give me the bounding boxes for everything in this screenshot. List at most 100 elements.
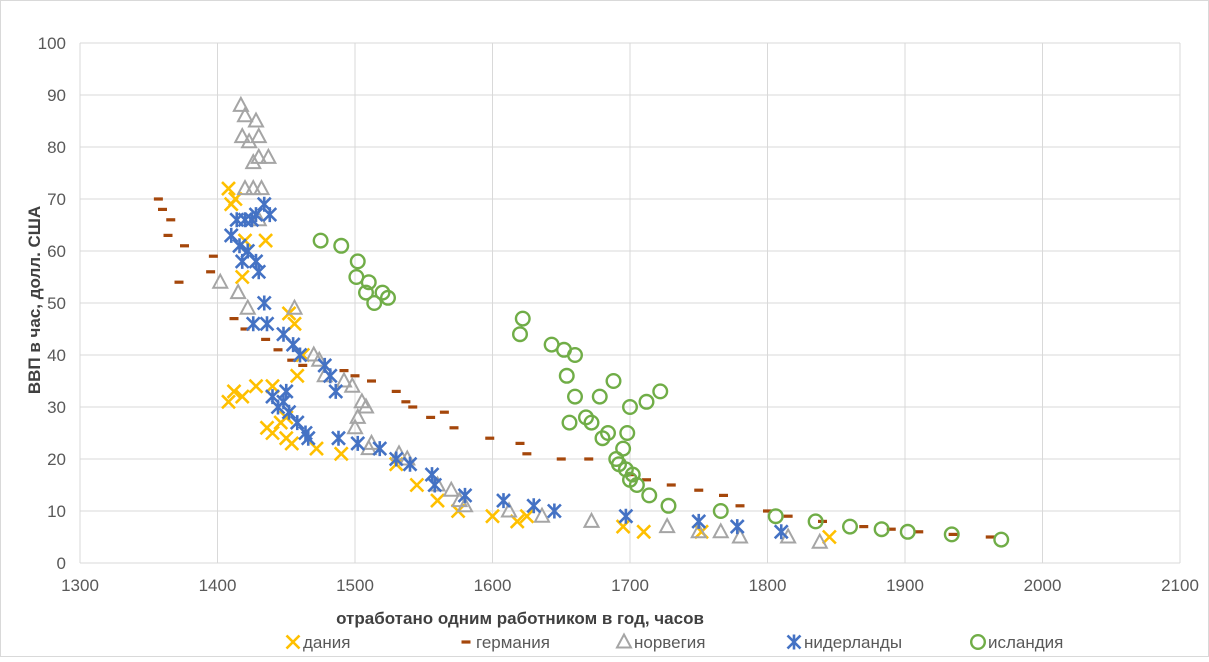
data-point bbox=[229, 317, 239, 321]
data-point bbox=[285, 298, 304, 315]
data-point bbox=[380, 289, 397, 306]
data-point bbox=[239, 298, 257, 315]
x-tick-label: 1700 bbox=[611, 576, 649, 595]
data-point bbox=[234, 389, 250, 405]
data-point bbox=[358, 284, 375, 301]
data-point bbox=[409, 477, 425, 493]
data-point bbox=[442, 480, 460, 497]
data-point bbox=[252, 178, 271, 196]
tick-labels: 0 10 20 30 40 50 60 70 80 90 100 1300 1400 1500 1600 17… bbox=[38, 34, 1199, 595]
data-point bbox=[641, 487, 658, 504]
data-point bbox=[556, 457, 566, 461]
data-point bbox=[289, 368, 305, 384]
data-point bbox=[522, 452, 532, 456]
data-point bbox=[578, 409, 595, 426]
data-point bbox=[211, 272, 229, 289]
data-point bbox=[811, 532, 829, 549]
data-point bbox=[278, 430, 294, 446]
x-tick-label: 1600 bbox=[474, 576, 512, 595]
data-point bbox=[622, 399, 639, 416]
data-point bbox=[594, 430, 611, 447]
data-point bbox=[305, 345, 323, 362]
data-point bbox=[333, 446, 349, 462]
data-point bbox=[450, 490, 469, 508]
data-point bbox=[333, 237, 350, 254]
data-point bbox=[449, 426, 459, 430]
data-point bbox=[533, 506, 551, 523]
data-point bbox=[886, 527, 896, 531]
data-point bbox=[226, 383, 242, 399]
data-point bbox=[309, 441, 324, 457]
legend-label: дания bbox=[303, 633, 350, 652]
data-point bbox=[783, 514, 793, 518]
data-point bbox=[158, 207, 167, 211]
data-point bbox=[278, 383, 294, 399]
data-point bbox=[229, 282, 247, 300]
y-tick-label: 40 bbox=[47, 346, 66, 365]
data-point bbox=[500, 501, 518, 518]
data-point bbox=[426, 415, 436, 419]
data-point bbox=[496, 493, 511, 509]
data-point bbox=[350, 435, 366, 451]
data-point bbox=[424, 467, 440, 483]
data-point bbox=[174, 280, 184, 284]
data-point bbox=[636, 524, 652, 540]
data-point bbox=[247, 111, 265, 128]
y-tick-label: 100 bbox=[38, 34, 66, 53]
data-point bbox=[948, 532, 958, 536]
data-point bbox=[457, 487, 473, 503]
data-point bbox=[287, 358, 297, 362]
data-point bbox=[322, 368, 338, 384]
data-point bbox=[763, 509, 772, 513]
data-point bbox=[485, 436, 495, 440]
data-point bbox=[619, 425, 636, 442]
data-point bbox=[729, 519, 745, 535]
data-point bbox=[514, 310, 531, 327]
data-point bbox=[331, 430, 346, 446]
legend-marker bbox=[285, 634, 301, 650]
data-point bbox=[236, 106, 254, 123]
legend: дания германия норвегия нидерланды исландия bbox=[285, 632, 1063, 652]
legend-marker bbox=[970, 634, 987, 651]
data-point bbox=[767, 508, 784, 525]
data-point bbox=[232, 95, 250, 112]
data-point bbox=[346, 418, 364, 435]
data-point bbox=[366, 295, 383, 312]
data-point bbox=[628, 477, 645, 494]
data-point bbox=[258, 233, 274, 249]
legend-label: норвегия bbox=[634, 633, 706, 652]
series-dash bbox=[153, 197, 995, 539]
data-point bbox=[561, 414, 578, 431]
data-point bbox=[408, 405, 418, 409]
data-point bbox=[262, 207, 278, 223]
data-point bbox=[821, 529, 837, 545]
data-point bbox=[638, 393, 655, 410]
data-point bbox=[339, 369, 349, 373]
x-tick-label: 1800 bbox=[749, 576, 787, 595]
data-point bbox=[605, 373, 622, 390]
data-point bbox=[349, 407, 367, 424]
data-point bbox=[240, 243, 256, 259]
data-point bbox=[439, 410, 449, 414]
data-point bbox=[250, 126, 268, 144]
y-tick-label: 0 bbox=[57, 554, 66, 573]
data-point bbox=[248, 253, 264, 269]
data-point bbox=[240, 327, 250, 331]
data-point bbox=[163, 233, 173, 237]
data-point bbox=[357, 397, 375, 414]
data-point bbox=[658, 516, 676, 534]
data-point bbox=[546, 503, 562, 519]
data-point bbox=[456, 496, 474, 513]
data-point bbox=[250, 147, 268, 164]
data-point bbox=[690, 522, 708, 539]
data-point bbox=[292, 347, 308, 363]
data-point bbox=[350, 374, 360, 378]
data-point bbox=[582, 511, 601, 528]
data-point bbox=[985, 535, 995, 539]
data-point bbox=[873, 521, 890, 538]
data-point bbox=[615, 519, 631, 535]
series-star bbox=[223, 196, 789, 540]
data-points bbox=[153, 95, 1010, 549]
legend-label: нидерланды bbox=[804, 633, 902, 652]
